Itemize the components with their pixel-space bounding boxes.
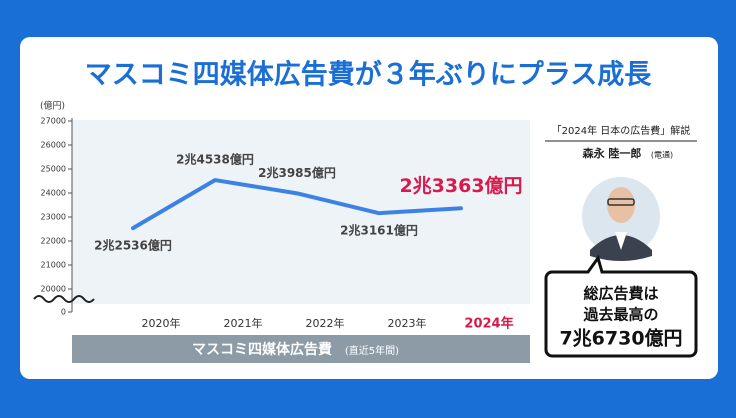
callout-total: 7兆6730億円 [559, 327, 682, 350]
callout-line: 総広告費は [583, 285, 658, 303]
footer-label: マスコミ四媒体広告費 [192, 341, 332, 358]
y-axis-label: (億円) [40, 100, 65, 112]
value-label: 2兆3161億円 [340, 223, 418, 238]
plot-area [72, 120, 530, 304]
y-tick-label: 24000 [41, 189, 66, 198]
title: マスコミ四媒体広告費が３年ぶりにプラス成長 [85, 59, 652, 91]
callout-bubble [544, 254, 698, 358]
x-tick-label: 2020年 [142, 316, 181, 330]
line-series [131, 178, 463, 231]
footer-bar [72, 335, 530, 363]
person-name: 森永 陸一郎 [583, 146, 642, 160]
y-tick-label: 25000 [41, 165, 66, 174]
y-tick-label: 26000 [41, 141, 66, 150]
footer-note: (直近5年間) [345, 344, 399, 357]
side-heading: 「2024年 日本の広告費」解説 [552, 124, 691, 137]
x-tick-label: 2024年 [464, 316, 513, 332]
value-label: 2兆3363億円 [399, 174, 522, 197]
y-tick-label: 20000 [41, 285, 66, 294]
y-tick-label: 23000 [41, 213, 66, 222]
x-tick-label: 2022年 [306, 316, 345, 330]
callout-line: 過去最高の [582, 306, 658, 324]
value-label: 2兆3985億円 [258, 165, 336, 180]
x-tick-label: 2023年 [388, 316, 427, 330]
value-label: 2兆2536億円 [94, 238, 172, 253]
affiliation: (電通) [651, 150, 673, 160]
y-tick-label: 0 [61, 308, 66, 317]
axis-break [33, 295, 95, 303]
y-tick-label: 22000 [41, 237, 66, 246]
y-tick-label: 27000 [41, 117, 66, 126]
y-tick-label: 21000 [41, 261, 66, 270]
value-label: 2兆4538億円 [176, 152, 254, 167]
x-tick-label: 2021年 [224, 316, 263, 330]
portrait [590, 187, 652, 261]
